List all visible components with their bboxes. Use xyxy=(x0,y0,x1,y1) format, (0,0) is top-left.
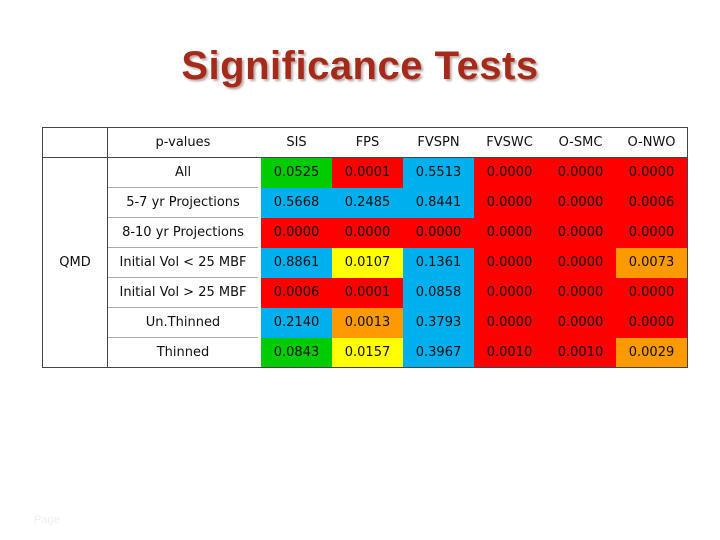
p-value-cell: 0.0006 xyxy=(261,277,332,308)
significance-table: p-values SIS FPS FVSPN FVSWC O-SMC O-NWO… xyxy=(42,127,688,368)
p-value-cell: 0.0000 xyxy=(545,217,616,248)
p-value-cell: 0.0001 xyxy=(332,157,403,188)
p-value-cell: 0.0000 xyxy=(474,217,545,248)
p-value-cell: 0.8861 xyxy=(261,247,332,278)
p-value-cell: 0.0000 xyxy=(545,187,616,218)
row-label: Initial Vol > 25 MBF xyxy=(107,277,258,308)
p-value-cell: 0.0000 xyxy=(545,277,616,308)
p-value-cell: 0.5668 xyxy=(261,187,332,218)
table-row: QMD All 0.0525 0.0001 0.5513 0.0000 0.0000 0.00… xyxy=(42,157,688,368)
slide-title: Significance Tests xyxy=(181,44,539,88)
p-value-cell: 0.0006 xyxy=(616,187,688,218)
p-value-cell: 0.0000 xyxy=(545,157,616,188)
table-row: Initial Vol < 25 MBF 0.8861 0.0107 0.1361 0.… xyxy=(43,247,688,278)
p-value-cell: 0.0000 xyxy=(261,217,332,248)
p-value-cell: 0.0000 xyxy=(474,277,545,308)
p-value-cell: 0.5513 xyxy=(403,157,474,188)
table-row: Un.Thinned 0.2140 0.0013 0.3793 0.0000 0.0000… xyxy=(43,307,688,338)
row-label: All xyxy=(107,157,258,188)
row-label: Thinned xyxy=(107,337,258,368)
p-value-cell: 0.0000 xyxy=(545,247,616,278)
p-value-cell: 0.0000 xyxy=(474,307,545,338)
p-value-cell: 0.0858 xyxy=(403,277,474,308)
table-row: Initial Vol > 25 MBF 0.0006 0.0001 0.0858 0.… xyxy=(43,277,688,308)
p-value-cell: 0.0000 xyxy=(616,157,688,188)
p-value-cell: 0.3967 xyxy=(403,337,474,368)
p-value-cell: 0.0000 xyxy=(545,307,616,338)
p-value-cell: 0.2140 xyxy=(261,307,332,338)
table-row: Thinned 0.0843 0.0157 0.3967 0.0010 0.0010 0.0… xyxy=(43,337,688,368)
p-value-cell: 0.8441 xyxy=(403,187,474,218)
p-value-cell: 0.0843 xyxy=(261,337,332,368)
column-header-sis: SIS xyxy=(261,127,332,158)
p-value-cell: 0.2485 xyxy=(332,187,403,218)
row-group-label: QMD xyxy=(42,157,108,368)
column-header-fvswc: FVSWC xyxy=(474,127,545,158)
p-value-cell: 0.0000 xyxy=(616,277,688,308)
column-header-o-nwo: O-NWO xyxy=(616,127,688,158)
p-value-cell: 0.0010 xyxy=(545,337,616,368)
row-label: Un.Thinned xyxy=(107,307,258,338)
p-value-cell: 0.0525 xyxy=(261,157,332,188)
table-row: 5-7 yr Projections 0.5668 0.2485 0.8441 0.00… xyxy=(43,187,688,218)
p-value-cell: 0.0000 xyxy=(332,217,403,248)
p-value-cell: 0.0000 xyxy=(474,247,545,278)
p-value-cell: 0.0013 xyxy=(332,307,403,338)
p-value-cell: 0.0107 xyxy=(332,247,403,278)
p-value-cell: 0.0029 xyxy=(616,337,688,368)
header-row: p-values SIS FPS FVSPN FVSWC O-SMC O-NWO xyxy=(42,127,688,158)
corner-label: p-values xyxy=(107,127,258,158)
row-label: Initial Vol < 25 MBF xyxy=(107,247,258,278)
p-value-cell: 0.0073 xyxy=(616,247,688,278)
column-header-o-smc: O-SMC xyxy=(545,127,616,158)
p-value-cell: 0.0000 xyxy=(403,217,474,248)
p-value-cell: 0.0157 xyxy=(332,337,403,368)
p-value-cell: 0.0000 xyxy=(616,307,688,338)
p-value-cell: 0.0000 xyxy=(474,187,545,218)
table-row: 8-10 yr Projections 0.0000 0.0000 0.0000 0.0… xyxy=(43,217,688,248)
slide-footer: Page xyxy=(34,514,60,526)
column-header-fvspn: FVSPN xyxy=(403,127,474,158)
p-value-cell: 0.3793 xyxy=(403,307,474,338)
row-label: 8-10 yr Projections xyxy=(107,217,258,248)
p-value-cell: 0.0000 xyxy=(616,217,688,248)
row-label: 5-7 yr Projections xyxy=(107,187,258,218)
p-value-cell: 0.0001 xyxy=(332,277,403,308)
column-header-fps: FPS xyxy=(332,127,403,158)
p-value-cell: 0.0010 xyxy=(474,337,545,368)
p-value-cell: 0.0000 xyxy=(474,157,545,188)
p-value-cell: 0.1361 xyxy=(403,247,474,278)
corner-blank xyxy=(42,127,108,158)
